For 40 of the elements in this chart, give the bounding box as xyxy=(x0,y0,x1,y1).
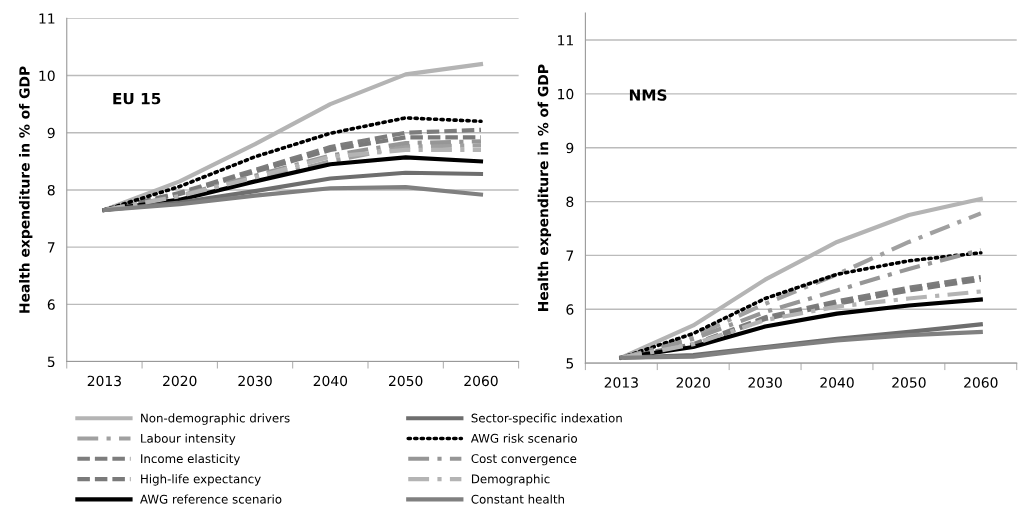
x-tick-label: 2020 xyxy=(676,377,710,388)
legend-label: AWG risk scenario xyxy=(470,433,578,443)
y-tick-label: 6 xyxy=(566,304,574,315)
y-tick-label: 7 xyxy=(566,250,574,261)
legend-label: High-life expectancy xyxy=(141,474,261,486)
y-tick-label: 9 xyxy=(47,127,55,139)
x-tick-label: 2030 xyxy=(748,377,782,388)
annotation: NMS xyxy=(629,89,667,101)
y-axis-title: Health expenditure in % of GDP xyxy=(537,64,552,311)
y-tick-label: 5 xyxy=(47,356,55,368)
y-tick-label: 10 xyxy=(39,70,55,82)
y-tick-label: 6 xyxy=(47,299,55,310)
y-tick-label: 8 xyxy=(566,196,574,208)
x-tick-label: 2020 xyxy=(163,375,197,387)
y-axis-title: Health expenditure in % of GDP xyxy=(18,66,33,313)
legend-label: Constant health xyxy=(471,494,565,504)
x-tick-label: 2050 xyxy=(389,375,423,387)
x-tick-label: 2060 xyxy=(464,375,498,387)
legend-label: AWG reference scenario xyxy=(140,494,282,504)
y-tick-label: 9 xyxy=(566,142,574,154)
legend-label: Demographic xyxy=(471,474,550,486)
y-tick-label: 8 xyxy=(47,184,55,196)
x-tick-label: 2013 xyxy=(604,377,638,388)
x-tick-label: 2040 xyxy=(820,377,854,388)
x-tick-label: 2013 xyxy=(87,375,121,387)
legend-label: Income elasticity xyxy=(141,453,241,466)
y-tick-label: 5 xyxy=(566,358,574,369)
x-tick-label: 2040 xyxy=(313,375,348,387)
x-tick-label: 2050 xyxy=(892,377,926,388)
y-tick-label: 11 xyxy=(39,13,55,24)
y-tick-label: 11 xyxy=(558,35,573,46)
y-tick-label: 7 xyxy=(47,242,55,253)
legend-label: Sector-specific indexation xyxy=(471,413,622,425)
legend-label: Cost convergence xyxy=(471,454,577,466)
legend-label: Non-demographic drivers xyxy=(141,413,290,425)
y-tick-label: 10 xyxy=(558,88,574,100)
annotation: EU 15 xyxy=(113,93,161,105)
x-tick-label: 2060 xyxy=(964,377,998,388)
x-tick-label: 2030 xyxy=(238,375,272,387)
legend-label: Labour intensity xyxy=(141,433,236,446)
